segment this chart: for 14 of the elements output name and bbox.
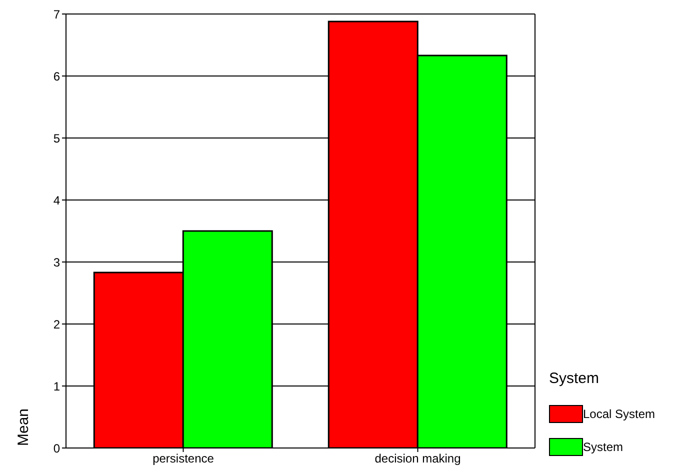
y-tick-label: 1 (53, 379, 60, 394)
x-tick-label: persistence (152, 452, 214, 466)
y-tick-label: 3 (53, 255, 60, 270)
y-tick-label: 4 (53, 193, 60, 208)
legend-label: Local System (583, 407, 656, 421)
y-tick-label: 2 (53, 317, 60, 332)
y-tick-label: 5 (53, 131, 60, 146)
y-tick-label: 0 (53, 441, 60, 456)
y-tick-label: 6 (53, 69, 60, 84)
y-axis-title: Mean (15, 408, 32, 446)
legend-title: System (549, 370, 600, 387)
y-tick-label: 7 (53, 7, 60, 22)
x-tick-label: decision making (374, 452, 461, 466)
legend-label: System (583, 440, 624, 454)
